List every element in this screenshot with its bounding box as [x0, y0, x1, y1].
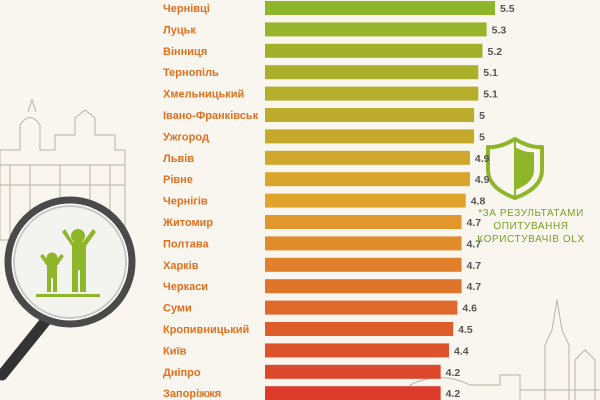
value-label: 5.3	[492, 24, 507, 36]
category-label: Хмельницький	[163, 89, 244, 101]
value-label: 4.5	[458, 324, 473, 336]
value-label: 4.7	[467, 260, 482, 272]
value-label: 4.6	[462, 303, 477, 315]
value-label: 5.1	[483, 89, 498, 101]
category-label: Запоріжжя	[163, 388, 221, 400]
category-label: Дніпро	[163, 367, 201, 379]
category-label: Чернігів	[163, 196, 208, 208]
category-label: Тернопіль	[163, 67, 219, 79]
bar	[265, 65, 479, 80]
bar	[265, 150, 470, 165]
category-label: Ужгород	[163, 131, 209, 143]
bar	[265, 43, 483, 58]
value-label: 4.9	[475, 174, 490, 186]
category-label: Київ	[163, 345, 187, 357]
bar	[265, 172, 470, 187]
survey-note-line-1: *ЗА РЕЗУЛЬТАТАМИ	[478, 208, 584, 219]
building-sketch-icon	[0, 98, 126, 241]
bar	[265, 193, 466, 208]
category-label: Чернівці	[163, 3, 210, 15]
category-label: Полтава	[163, 238, 209, 250]
category-label: Суми	[163, 303, 192, 315]
value-label: 5.1	[483, 67, 498, 79]
building-sketch-icon	[409, 299, 600, 400]
bar	[265, 386, 441, 400]
value-label: 4.7	[467, 281, 482, 293]
category-label: Вінниця	[163, 46, 207, 58]
family-icon	[36, 229, 100, 297]
value-label: 4.8	[471, 196, 486, 208]
value-label: 4.4	[454, 345, 469, 357]
survey-note-line-2: ОПИТУВАННЯ	[493, 221, 569, 232]
bar	[265, 322, 454, 336]
value-label: 4.2	[446, 388, 461, 400]
magnifying-glass-icon	[0, 196, 136, 381]
category-label: Рівне	[163, 174, 193, 186]
category-label: Львів	[163, 153, 194, 165]
bar	[265, 279, 462, 294]
bar	[265, 215, 462, 229]
value-label: 4.9	[475, 153, 490, 165]
value-label: 5.5	[500, 3, 515, 15]
value-label: 4.7	[467, 217, 482, 229]
bar	[265, 343, 449, 358]
bar	[265, 129, 475, 144]
survey-note: *ЗА РЕЗУЛЬТАТАМИ ОПИТУВАННЯ КОРИСТУВАЧІВ…	[466, 207, 596, 246]
value-label: 5	[479, 131, 485, 143]
category-label: Кропивницький	[163, 324, 249, 336]
category-label: Івано-Франківськ	[163, 110, 259, 122]
bar	[265, 236, 462, 251]
value-label: 4.2	[446, 367, 461, 379]
bar	[265, 86, 479, 101]
value-label: 5	[479, 110, 485, 122]
category-label: Луцьк	[163, 24, 196, 36]
category-label: Житомир	[162, 217, 213, 229]
survey-note-line-3: КОРИСТУВАЧІВ OLX	[477, 234, 585, 245]
shield-icon	[486, 137, 544, 200]
bar	[265, 364, 441, 379]
bar	[265, 300, 458, 315]
category-label: Черкаси	[163, 281, 208, 293]
value-label: 4.7	[467, 238, 482, 250]
bar-group: Чернівці 5.5 Луцьк 5.3 Вінниця 5.2 Тернопіль 5.…	[162, 1, 515, 400]
bar	[265, 257, 462, 272]
category-label: Харків	[163, 260, 199, 272]
bar	[265, 108, 475, 122]
value-label: 5.2	[487, 46, 502, 58]
bar	[265, 1, 495, 15]
bar	[265, 22, 487, 37]
